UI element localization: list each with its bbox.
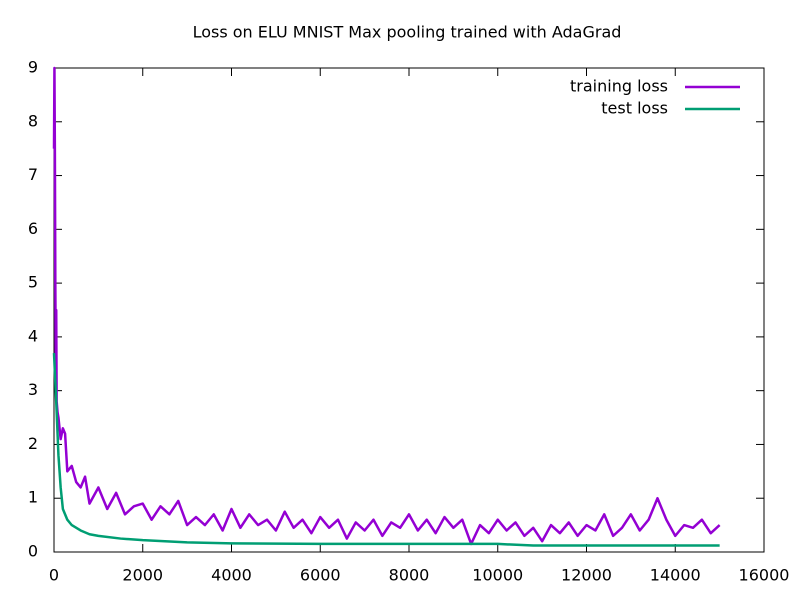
plot-border <box>53 67 765 553</box>
x-tick-label: 10000 <box>472 566 523 585</box>
x-tick-label: 12000 <box>561 566 612 585</box>
chart-title: Loss on ELU MNIST Max pooling trained wi… <box>193 23 622 42</box>
legend-label: test loss <box>601 99 668 118</box>
series-line <box>52 66 721 546</box>
x-tick-label: 0 <box>49 566 59 585</box>
series-line <box>52 352 720 547</box>
y-tick-label: 2 <box>28 434 38 453</box>
x-tick-label: 16000 <box>739 566 790 585</box>
y-tick-label: 3 <box>28 380 38 399</box>
y-tick-label: 1 <box>28 488 38 507</box>
y-tick-label: 8 <box>28 111 38 130</box>
y-tick-label: 7 <box>28 165 38 184</box>
x-tick-label: 4000 <box>211 566 252 585</box>
y-tick-label: 9 <box>28 58 38 77</box>
x-tick-label: 14000 <box>650 566 701 585</box>
y-tick-label: 4 <box>28 326 38 345</box>
y-tick-label: 0 <box>28 542 38 561</box>
x-tick-label: 2000 <box>122 566 163 585</box>
x-tick-label: 8000 <box>389 566 430 585</box>
y-tick-label: 6 <box>28 219 38 238</box>
legend-label: training loss <box>570 77 668 96</box>
x-tick-label: 6000 <box>300 566 341 585</box>
y-tick-label: 5 <box>28 273 38 292</box>
